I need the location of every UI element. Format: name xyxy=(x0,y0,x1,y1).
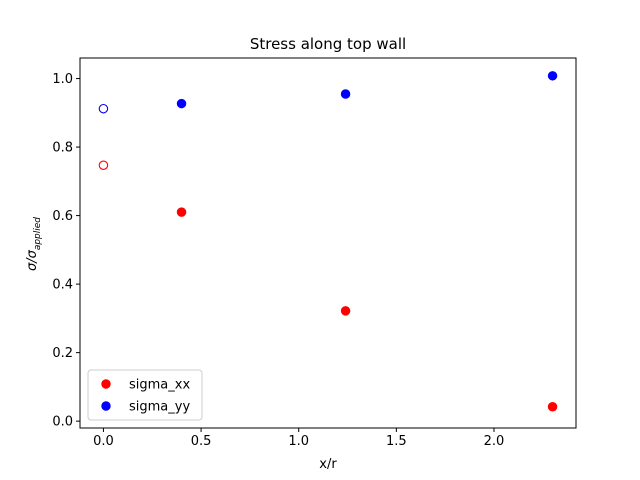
sigma_yy-point xyxy=(547,71,558,81)
x-tick-label: 0.0 xyxy=(93,434,114,449)
legend-marker-sigma_yy xyxy=(101,401,111,411)
series-sigma_xx xyxy=(98,160,558,412)
sigma_yy-point xyxy=(340,89,351,99)
series-sigma_yy xyxy=(98,71,558,114)
legend-box xyxy=(87,369,203,421)
x-tick-label: 0.5 xyxy=(191,434,212,449)
y-axis-label: σ/σapplied xyxy=(25,217,43,271)
y-axis-label-main: σ/σ xyxy=(25,249,40,271)
x-axis-label: x/r xyxy=(319,457,337,472)
sigma_yy-point xyxy=(176,98,187,109)
y-tick-label: 0.2 xyxy=(52,346,73,361)
sigma_xx-point xyxy=(340,306,351,316)
x-tick-label: 2.0 xyxy=(484,434,505,449)
y-tick-label: 0.6 xyxy=(52,209,73,224)
y-tick-label: 0.0 xyxy=(52,415,73,430)
y-axis-label-subscript: applied xyxy=(33,217,43,250)
plot-area: 0.0 0.5 1.0 1.5 2.0 0.0 0.2 0.4 0.6 0.8 1.0 xyxy=(52,57,577,449)
y-tick-label: 0.4 xyxy=(52,278,73,293)
sigma_xx-point xyxy=(547,402,558,412)
axes-frame xyxy=(79,57,577,429)
chart-title: Stress along top wall xyxy=(250,35,406,53)
legend-label-sigma_xx: sigma_xx xyxy=(129,378,190,393)
sigma_yy-point xyxy=(98,103,109,114)
legend: sigma_xx sigma_yy xyxy=(87,369,203,421)
y-tick-label: 1.0 xyxy=(52,72,73,87)
x-tick-label: 1.5 xyxy=(386,434,407,449)
sigma_xx-point xyxy=(98,160,109,170)
sigma_xx-point xyxy=(176,207,187,217)
legend-label-sigma_yy: sigma_yy xyxy=(129,400,190,415)
y-tick-label: 0.8 xyxy=(52,141,73,156)
legend-marker-sigma_xx xyxy=(101,379,111,389)
x-tick-label: 1.0 xyxy=(288,434,309,449)
